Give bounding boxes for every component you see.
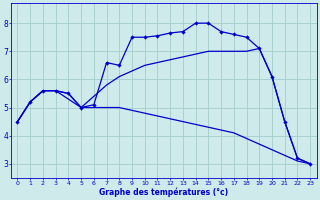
X-axis label: Graphe des températures (°c): Graphe des températures (°c) <box>99 187 228 197</box>
